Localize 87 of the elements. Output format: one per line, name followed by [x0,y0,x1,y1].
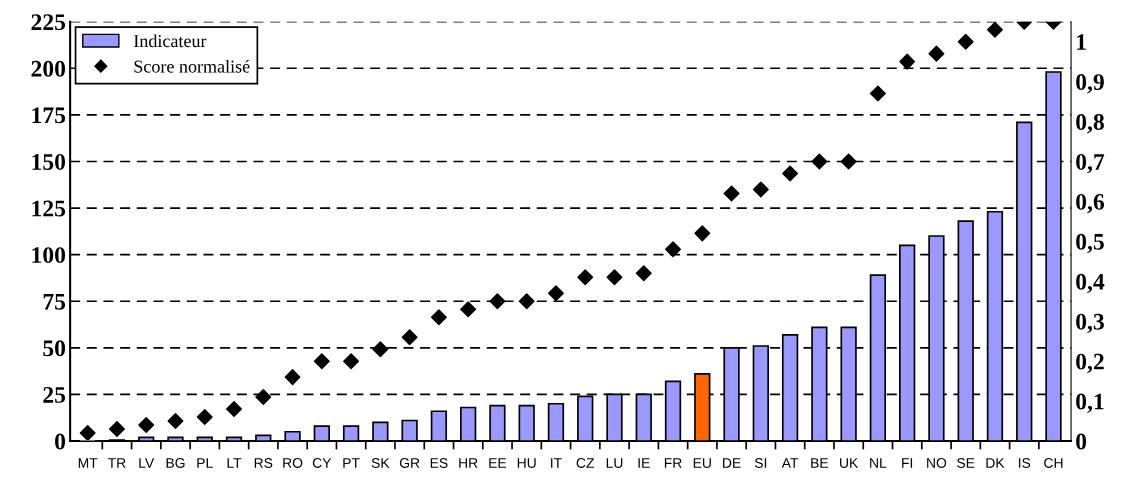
x-tick-label: PT [343,458,360,468]
x-tick-label: EE [489,458,507,468]
point [401,329,418,346]
x-tick-label: AT [781,458,799,468]
y2-tick-label: 0,2 [1076,353,1104,373]
point [313,353,330,370]
x-tick-label: NO [927,458,947,468]
point [430,309,447,326]
legend-label: Score normalisé [134,59,250,73]
x-tick-label: BG [166,458,185,468]
x-tick-label: PL [197,458,213,468]
x-tick-label: LU [606,458,623,468]
point [840,153,857,170]
point [108,421,125,438]
x-tick-label: SI [754,458,767,468]
x-tick-label: BE [811,458,829,468]
x-tick-label: FR [664,458,682,468]
x-tick-label: EU [693,458,711,468]
x-tick-label: LV [139,458,155,468]
x-tick-label: CH [1044,458,1063,468]
y-tick-label: 0 [55,433,66,450]
x-tick-label: GR [399,458,420,468]
point [986,21,1003,38]
point [226,401,242,418]
point [928,45,945,62]
point [196,409,213,426]
point [138,417,155,434]
point [899,53,916,70]
x-tick-label: DK [986,458,1005,468]
y-tick-label: 50 [43,340,66,357]
x-tick-label: RO [283,458,303,468]
y-tick-label: 100 [32,247,66,264]
x-tick-label: IE [638,458,650,468]
point [694,225,711,242]
y2-tick-label: 0,3 [1076,313,1104,334]
y-tick-label: 200 [31,60,66,77]
point [547,285,564,302]
y-tick-label: 125 [32,200,66,217]
y-tick-label: 75 [43,293,66,310]
x-tick-label: MT [78,458,98,468]
x-tick-label: IT [551,458,562,468]
y-tick-label: 25 [43,386,66,403]
point [957,33,974,50]
y2-tick-label: 0,9 [1076,74,1104,94]
y-tick-label: 175 [32,107,66,124]
point [372,341,389,358]
x-tick-label: UK [840,458,859,468]
x-tick-label: LT [227,458,242,468]
point [635,265,652,282]
y2-tick-label: 0,7 [1076,153,1105,174]
y2-tick-label: 0,5 [1076,233,1104,254]
y2-tick-label: 0,1 [1076,393,1104,413]
legend-label: Indicateur [133,34,207,48]
x-tick-label: HR [459,458,478,468]
point [79,425,96,442]
point [460,301,477,318]
x-tick-label: TR [108,458,126,468]
x-tick-label: HU [517,458,536,468]
point [869,85,886,102]
y2-tick-label: 0,8 [1076,114,1104,134]
point [811,153,828,170]
point [343,353,360,370]
y2-tick-label: 0,6 [1076,193,1105,214]
point [723,185,740,202]
point [752,181,769,198]
x-tick-label: RS [254,458,273,468]
y2-tick-label: 1 [1077,34,1086,50]
x-tick-label: SK [371,458,390,468]
y2-tick-label: 0,4 [1076,273,1105,294]
y-tick-label: 150 [32,153,66,170]
y-tick-label: 225 [31,14,66,31]
point [606,269,623,286]
point [782,165,799,182]
x-tick-label: SE [957,458,975,468]
x-tick-label: CY [312,458,332,468]
point [167,413,184,430]
x-tick-label: ES [430,458,448,468]
y2-tick-label: 0 [1076,433,1087,450]
x-tick-label: FI [902,458,913,468]
point [577,269,594,286]
point [255,389,272,406]
x-tick-label: CZ [576,458,595,468]
x-tick-label: IS [1018,458,1031,468]
x-tick-label: DE [723,458,741,468]
x-tick-label: NL [870,458,887,468]
point [284,369,301,386]
point [665,241,682,258]
